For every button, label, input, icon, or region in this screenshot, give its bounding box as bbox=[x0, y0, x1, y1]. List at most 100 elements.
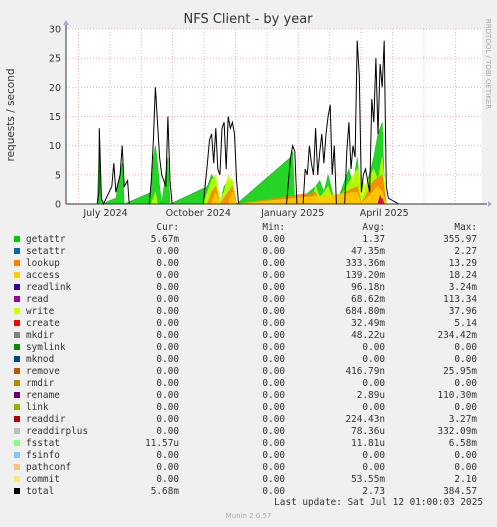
legend-max: 2.27 bbox=[454, 246, 477, 257]
y-tick-label: 0 bbox=[55, 200, 61, 211]
legend-avg: 11.81u bbox=[351, 438, 385, 449]
legend-name: lookup bbox=[26, 258, 60, 269]
legend-max: 6.58m bbox=[448, 438, 477, 449]
legend-min: 0.00 bbox=[262, 282, 285, 293]
legend-row-readdirplus: readdirplus 0.00 0.00 78.36u 332.09m bbox=[0, 426, 497, 438]
legend-swatch bbox=[14, 308, 20, 314]
legend-min: 0.00 bbox=[262, 270, 285, 281]
legend-avg: 224.43n bbox=[345, 414, 385, 425]
col-min: Min: bbox=[262, 222, 285, 233]
legend-min: 0.00 bbox=[262, 378, 285, 389]
legend-row-getattr: getattr 5.67m 0.00 1.37 355.97 bbox=[0, 234, 497, 246]
legend-cur: 5.67m bbox=[150, 234, 179, 245]
legend-min: 0.00 bbox=[262, 234, 285, 245]
legend-min: 0.00 bbox=[262, 402, 285, 413]
legend-swatch bbox=[14, 344, 20, 350]
legend-swatch bbox=[14, 368, 20, 374]
legend-swatch bbox=[14, 416, 20, 422]
legend-avg: 684.80m bbox=[345, 306, 385, 317]
legend-name: link bbox=[26, 402, 49, 413]
legend-avg: 1.37 bbox=[362, 234, 385, 245]
legend-name: symlink bbox=[26, 342, 66, 353]
legend-min: 0.00 bbox=[262, 342, 285, 353]
legend-row-setattr: setattr 0.00 0.00 47.35m 2.27 bbox=[0, 246, 497, 258]
legend-swatch bbox=[14, 488, 20, 494]
legend-cur: 0.00 bbox=[156, 378, 179, 389]
legend-max: 355.97 bbox=[443, 234, 477, 245]
legend-avg: 0.00 bbox=[362, 402, 385, 413]
legend-name: remove bbox=[26, 366, 60, 377]
x-tick-label: April 2025 bbox=[360, 208, 409, 219]
legend-row-readlink: readlink 0.00 0.00 96.18n 3.24m bbox=[0, 282, 497, 294]
legend-min: 0.00 bbox=[262, 246, 285, 257]
legend-cur: 11.57u bbox=[145, 438, 179, 449]
y-tick-label: 15 bbox=[49, 112, 61, 123]
legend-swatch bbox=[14, 236, 20, 242]
legend-avg: 0.00 bbox=[362, 342, 385, 353]
legend-avg: 68.62m bbox=[351, 294, 385, 305]
y-axis-label: requests / second bbox=[5, 68, 17, 161]
legend-cur: 0.00 bbox=[156, 342, 179, 353]
legend-name: mknod bbox=[26, 354, 55, 365]
legend-swatch bbox=[14, 476, 20, 482]
legend-row-rename: rename 0.00 0.00 2.89u 110.30m bbox=[0, 390, 497, 402]
y-tick-label: 25 bbox=[49, 54, 61, 65]
legend-avg: 53.55m bbox=[351, 474, 385, 485]
legend-min: 0.00 bbox=[262, 366, 285, 377]
y-tick-label: 30 bbox=[49, 25, 61, 36]
legend-row-mkdir: mkdir 0.00 0.00 48.22u 234.42m bbox=[0, 330, 497, 342]
legend-avg: 416.79n bbox=[345, 366, 385, 377]
legend-name: readlink bbox=[26, 282, 72, 293]
legend-max: 3.24m bbox=[448, 282, 477, 293]
legend-max: 25.95m bbox=[443, 366, 477, 377]
legend-min: 0.00 bbox=[262, 390, 285, 401]
x-ticks: July 2024 October 2024 January 2025 April 2… bbox=[82, 208, 408, 219]
legend-avg: 0.00 bbox=[362, 378, 385, 389]
legend-cur: 0.00 bbox=[156, 354, 179, 365]
legend-avg: 0.00 bbox=[362, 450, 385, 461]
legend-min: 0.00 bbox=[262, 306, 285, 317]
series-line-total bbox=[78, 40, 474, 206]
legend-cur: 0.00 bbox=[156, 402, 179, 413]
legend-name: getattr bbox=[26, 234, 66, 245]
legend-min: 0.00 bbox=[262, 354, 285, 365]
legend-min: 0.00 bbox=[262, 474, 285, 485]
legend-name: write bbox=[26, 306, 55, 317]
legend-max: 0.00 bbox=[454, 450, 477, 461]
legend-avg: 333.36m bbox=[345, 258, 385, 269]
side-label: RRDTOOL / TOBI OETIKER bbox=[484, 19, 492, 109]
legend-min: 0.00 bbox=[262, 426, 285, 437]
legend-min: 0.00 bbox=[262, 438, 285, 449]
x-tick-label: January 2025 bbox=[260, 208, 324, 219]
legend-row-rmdir: rmdir 0.00 0.00 0.00 0.00 bbox=[0, 378, 497, 390]
legend-cur: 0.00 bbox=[156, 462, 179, 473]
legend-row-symlink: symlink 0.00 0.00 0.00 0.00 bbox=[0, 342, 497, 354]
y-tick-label: 5 bbox=[55, 170, 61, 181]
legend-max: 384.57 bbox=[443, 486, 477, 497]
legend-name: total bbox=[26, 486, 55, 497]
legend-row-remove: remove 0.00 0.00 416.79n 25.95m bbox=[0, 366, 497, 378]
legend-avg: 2.73 bbox=[362, 486, 385, 497]
legend-cur: 0.00 bbox=[156, 306, 179, 317]
legend-avg: 0.00 bbox=[362, 462, 385, 473]
legend-name: fsstat bbox=[26, 438, 60, 449]
y-tick-label: 20 bbox=[49, 83, 61, 94]
legend-swatch bbox=[14, 260, 20, 266]
legend-avg: 78.36u bbox=[351, 426, 385, 437]
legend-cur: 0.00 bbox=[156, 294, 179, 305]
legend-row-total: total 5.68m 0.00 2.73 384.57 bbox=[0, 486, 497, 498]
legend-max: 37.96 bbox=[448, 306, 477, 317]
legend-swatch bbox=[14, 248, 20, 254]
x-axis-arrow bbox=[488, 201, 492, 207]
legend-max: 113.34 bbox=[443, 294, 477, 305]
legend-cur: 0.00 bbox=[156, 318, 179, 329]
legend-name: readdirplus bbox=[26, 426, 89, 437]
y-tick-label: 10 bbox=[49, 141, 61, 152]
col-max: Max: bbox=[454, 222, 477, 233]
legend-cur: 0.00 bbox=[156, 366, 179, 377]
y-axis-arrow bbox=[63, 20, 69, 25]
legend-max: 0.00 bbox=[454, 462, 477, 473]
legend-name: rmdir bbox=[26, 378, 55, 389]
legend-row-read: read 0.00 0.00 68.62m 113.34 bbox=[0, 294, 497, 306]
legend-avg: 96.18n bbox=[351, 282, 385, 293]
